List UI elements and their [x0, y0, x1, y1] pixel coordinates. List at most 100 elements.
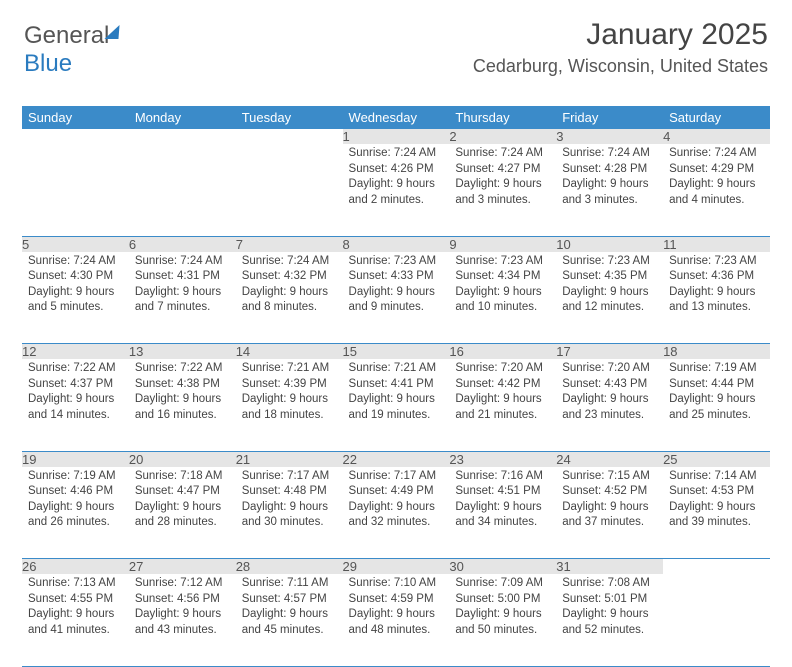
day-header: Thursday [449, 106, 556, 129]
sunset-text: Sunset: 4:57 PM [242, 592, 337, 608]
day-content: Sunrise: 7:19 AMSunset: 4:44 PMDaylight:… [663, 359, 770, 427]
sunrise-text: Sunrise: 7:09 AM [455, 576, 550, 592]
sunrise-text: Sunrise: 7:24 AM [455, 146, 550, 162]
day-cell: Sunrise: 7:13 AMSunset: 4:55 PMDaylight:… [22, 574, 129, 666]
daylight-line2: and 52 minutes. [562, 623, 657, 639]
sunrise-text: Sunrise: 7:15 AM [562, 469, 657, 485]
week-row: Sunrise: 7:22 AMSunset: 4:37 PMDaylight:… [22, 359, 770, 451]
daylight-line1: Daylight: 9 hours [349, 607, 444, 623]
day-cell: Sunrise: 7:24 AMSunset: 4:29 PMDaylight:… [663, 144, 770, 236]
daylight-line1: Daylight: 9 hours [135, 500, 230, 516]
day-cell: Sunrise: 7:24 AMSunset: 4:27 PMDaylight:… [449, 144, 556, 236]
empty-day [129, 129, 236, 144]
daynum-row: 1234 [22, 129, 770, 144]
day-cell: Sunrise: 7:24 AMSunset: 4:28 PMDaylight:… [556, 144, 663, 236]
daylight-line2: and 28 minutes. [135, 515, 230, 531]
daylight-line2: and 3 minutes. [455, 193, 550, 209]
day-cell: Sunrise: 7:21 AMSunset: 4:41 PMDaylight:… [343, 359, 450, 451]
daylight-line1: Daylight: 9 hours [562, 392, 657, 408]
daylight-line1: Daylight: 9 hours [28, 607, 123, 623]
day-number: 27 [129, 559, 236, 575]
day-content: Sunrise: 7:18 AMSunset: 4:47 PMDaylight:… [129, 467, 236, 535]
daylight-line1: Daylight: 9 hours [242, 500, 337, 516]
day-cell: Sunrise: 7:18 AMSunset: 4:47 PMDaylight:… [129, 467, 236, 559]
day-content: Sunrise: 7:24 AMSunset: 4:26 PMDaylight:… [343, 144, 450, 212]
daylight-line1: Daylight: 9 hours [562, 285, 657, 301]
daylight-line1: Daylight: 9 hours [349, 392, 444, 408]
day-number: 4 [663, 129, 770, 144]
daylight-line1: Daylight: 9 hours [242, 392, 337, 408]
day-number: 11 [663, 236, 770, 252]
day-number: 22 [343, 451, 450, 467]
daylight-line2: and 48 minutes. [349, 623, 444, 639]
day-content: Sunrise: 7:21 AMSunset: 4:41 PMDaylight:… [343, 359, 450, 427]
sunset-text: Sunset: 5:00 PM [455, 592, 550, 608]
daynum-row: 12131415161718 [22, 344, 770, 360]
day-content: Sunrise: 7:24 AMSunset: 4:31 PMDaylight:… [129, 252, 236, 320]
sunset-text: Sunset: 4:51 PM [455, 484, 550, 500]
day-cell [129, 144, 236, 236]
sunrise-text: Sunrise: 7:21 AM [349, 361, 444, 377]
day-content: Sunrise: 7:08 AMSunset: 5:01 PMDaylight:… [556, 574, 663, 642]
daylight-line2: and 3 minutes. [562, 193, 657, 209]
day-content: Sunrise: 7:24 AMSunset: 4:32 PMDaylight:… [236, 252, 343, 320]
sunset-text: Sunset: 5:01 PM [562, 592, 657, 608]
day-content: Sunrise: 7:23 AMSunset: 4:33 PMDaylight:… [343, 252, 450, 320]
daylight-line2: and 9 minutes. [349, 300, 444, 316]
day-cell: Sunrise: 7:23 AMSunset: 4:36 PMDaylight:… [663, 252, 770, 344]
daylight-line1: Daylight: 9 hours [455, 177, 550, 193]
location-text: Cedarburg, Wisconsin, United States [473, 56, 768, 77]
daylight-line1: Daylight: 9 hours [349, 177, 444, 193]
daylight-line2: and 34 minutes. [455, 515, 550, 531]
sunset-text: Sunset: 4:29 PM [669, 162, 764, 178]
day-cell: Sunrise: 7:19 AMSunset: 4:44 PMDaylight:… [663, 359, 770, 451]
day-cell: Sunrise: 7:10 AMSunset: 4:59 PMDaylight:… [343, 574, 450, 666]
daylight-line1: Daylight: 9 hours [455, 392, 550, 408]
day-cell: Sunrise: 7:24 AMSunset: 4:26 PMDaylight:… [343, 144, 450, 236]
day-content: Sunrise: 7:21 AMSunset: 4:39 PMDaylight:… [236, 359, 343, 427]
sunset-text: Sunset: 4:55 PM [28, 592, 123, 608]
sunrise-text: Sunrise: 7:21 AM [242, 361, 337, 377]
day-number: 12 [22, 344, 129, 360]
daylight-line1: Daylight: 9 hours [669, 285, 764, 301]
day-cell [236, 144, 343, 236]
daylight-line1: Daylight: 9 hours [455, 285, 550, 301]
sunset-text: Sunset: 4:35 PM [562, 269, 657, 285]
day-header: Tuesday [236, 106, 343, 129]
sunset-text: Sunset: 4:59 PM [349, 592, 444, 608]
day-number: 2 [449, 129, 556, 144]
day-content: Sunrise: 7:24 AMSunset: 4:27 PMDaylight:… [449, 144, 556, 212]
day-header: Saturday [663, 106, 770, 129]
day-cell: Sunrise: 7:14 AMSunset: 4:53 PMDaylight:… [663, 467, 770, 559]
day-number: 24 [556, 451, 663, 467]
day-content: Sunrise: 7:10 AMSunset: 4:59 PMDaylight:… [343, 574, 450, 642]
day-header: Wednesday [343, 106, 450, 129]
sunrise-text: Sunrise: 7:12 AM [135, 576, 230, 592]
daylight-line2: and 2 minutes. [349, 193, 444, 209]
daylight-line1: Daylight: 9 hours [28, 500, 123, 516]
sunset-text: Sunset: 4:53 PM [669, 484, 764, 500]
day-number: 19 [22, 451, 129, 467]
daylight-line1: Daylight: 9 hours [455, 500, 550, 516]
daylight-line2: and 32 minutes. [349, 515, 444, 531]
daylight-line1: Daylight: 9 hours [135, 607, 230, 623]
week-row: Sunrise: 7:24 AMSunset: 4:26 PMDaylight:… [22, 144, 770, 236]
daylight-line1: Daylight: 9 hours [28, 285, 123, 301]
sunrise-text: Sunrise: 7:20 AM [455, 361, 550, 377]
sunrise-text: Sunrise: 7:20 AM [562, 361, 657, 377]
day-number: 17 [556, 344, 663, 360]
day-content: Sunrise: 7:14 AMSunset: 4:53 PMDaylight:… [663, 467, 770, 535]
day-cell: Sunrise: 7:23 AMSunset: 4:34 PMDaylight:… [449, 252, 556, 344]
day-cell: Sunrise: 7:24 AMSunset: 4:30 PMDaylight:… [22, 252, 129, 344]
day-content: Sunrise: 7:23 AMSunset: 4:34 PMDaylight:… [449, 252, 556, 320]
day-number: 15 [343, 344, 450, 360]
brand-triangle-icon [105, 25, 124, 39]
sunset-text: Sunset: 4:39 PM [242, 377, 337, 393]
sunset-text: Sunset: 4:47 PM [135, 484, 230, 500]
empty-day [236, 129, 343, 144]
day-content: Sunrise: 7:23 AMSunset: 4:36 PMDaylight:… [663, 252, 770, 320]
day-header: Monday [129, 106, 236, 129]
sunrise-text: Sunrise: 7:19 AM [669, 361, 764, 377]
daylight-line2: and 21 minutes. [455, 408, 550, 424]
sunset-text: Sunset: 4:44 PM [669, 377, 764, 393]
